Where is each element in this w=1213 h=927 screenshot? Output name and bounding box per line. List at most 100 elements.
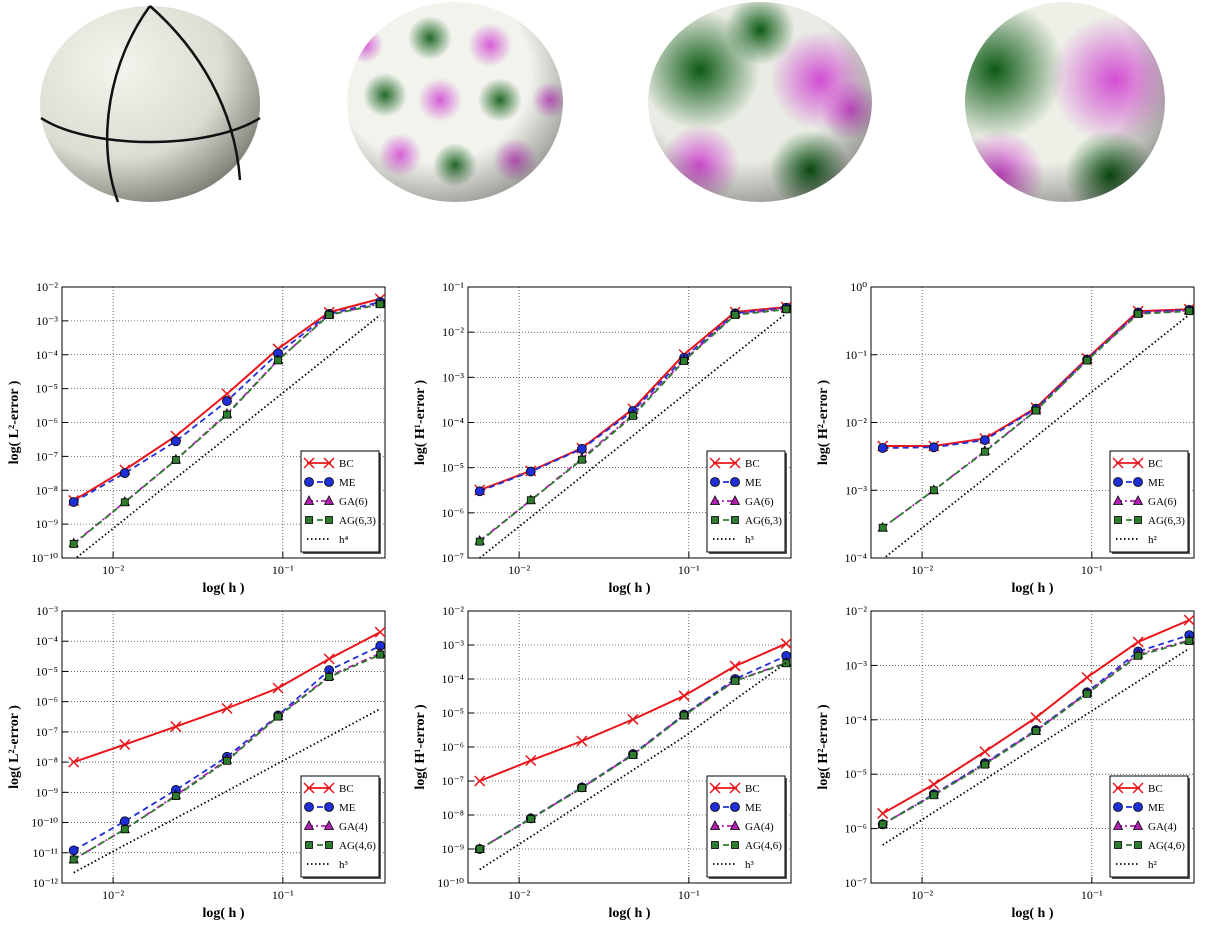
y-tick-label: 10⁻¹⁰ bbox=[31, 816, 58, 830]
y-tick-label: 10⁻³ bbox=[442, 370, 464, 384]
y-tick-label: 10⁻⁶ bbox=[844, 822, 867, 836]
marker bbox=[1083, 356, 1091, 365]
legend-label: GA(4) bbox=[745, 821, 774, 833]
y-tick-label: 10⁻⁴ bbox=[844, 551, 867, 565]
marker bbox=[323, 820, 335, 830]
marker bbox=[729, 820, 741, 830]
marker bbox=[709, 457, 721, 469]
y-tick-label: 10⁻⁷ bbox=[844, 876, 867, 890]
marker bbox=[272, 682, 284, 694]
marker bbox=[323, 457, 335, 469]
marker bbox=[376, 650, 385, 659]
plot-area bbox=[877, 303, 1194, 558]
marker bbox=[627, 713, 639, 725]
y-tick-label: 10⁻⁴ bbox=[441, 672, 464, 686]
legend-label: AG(6,3) bbox=[339, 515, 376, 527]
plot-area bbox=[474, 638, 791, 871]
series-line bbox=[479, 312, 787, 558]
marker bbox=[1132, 495, 1144, 505]
plot-frame bbox=[870, 610, 1195, 884]
series-line bbox=[882, 647, 1190, 846]
y-tick-label: 10⁻⁹ bbox=[441, 842, 464, 856]
marker bbox=[929, 791, 938, 800]
marker bbox=[374, 626, 385, 638]
marker bbox=[629, 411, 637, 420]
legend-label: GA(4) bbox=[1148, 821, 1177, 833]
y-tick-label: 10⁻⁷ bbox=[35, 449, 58, 463]
plot-frame bbox=[61, 610, 386, 884]
series-line bbox=[479, 642, 787, 782]
marker bbox=[120, 498, 129, 507]
chart: 10⁻⁷ 10⁻⁶ 10⁻⁵ 10⁻⁴ 10⁻³ 10⁻² 10⁻² 10⁻¹ log( h )… bbox=[816, 604, 1195, 921]
x-axis-label: log( h ) bbox=[203, 906, 245, 921]
marker bbox=[1112, 457, 1124, 469]
marker bbox=[223, 410, 231, 419]
y-tick-label: 10⁻⁷ bbox=[35, 725, 58, 739]
marker bbox=[1133, 802, 1143, 812]
legend-label: GA(6) bbox=[1148, 496, 1177, 508]
series-line bbox=[73, 631, 381, 764]
marker bbox=[1132, 457, 1144, 469]
marker bbox=[171, 456, 180, 464]
marker bbox=[325, 311, 334, 319]
marker bbox=[576, 444, 587, 454]
marker bbox=[709, 782, 721, 794]
plot-area bbox=[474, 301, 791, 558]
marker bbox=[120, 825, 129, 834]
marker bbox=[1134, 841, 1142, 849]
marker bbox=[119, 739, 131, 751]
y-tick-label: 10⁻⁵ bbox=[35, 664, 58, 678]
legend-label: BC bbox=[1148, 783, 1163, 795]
marker bbox=[731, 676, 740, 685]
y-axis-label: log( H¹-error ) bbox=[413, 704, 428, 790]
y-tick-label: 10⁻⁵ bbox=[35, 382, 58, 396]
marker bbox=[980, 760, 989, 769]
y-tick-label: 10⁻¹⁰ bbox=[31, 551, 58, 565]
marker bbox=[119, 468, 130, 479]
plot-frame bbox=[870, 286, 1195, 559]
series-line bbox=[882, 314, 1190, 558]
x-tick-label: 10⁻² bbox=[911, 563, 933, 577]
marker bbox=[222, 396, 232, 406]
marker bbox=[304, 477, 314, 487]
marker bbox=[1114, 841, 1122, 849]
y-tick-label: 10⁻³ bbox=[845, 658, 867, 672]
y-tick-label: 10⁻⁴ bbox=[441, 416, 464, 430]
marker bbox=[525, 754, 537, 767]
marker bbox=[577, 455, 586, 464]
chart: 10⁻⁷ 10⁻⁶ 10⁻⁵ 10⁻⁴ 10⁻³ 10⁻² 10⁻¹ 10⁻² 10⁻¹ log(… bbox=[413, 280, 792, 596]
marker bbox=[69, 855, 78, 864]
marker bbox=[1112, 820, 1124, 830]
marker bbox=[274, 356, 282, 365]
marker bbox=[221, 388, 233, 400]
legend: BC ME GA(6) AG(6,3) h⁴ bbox=[300, 450, 381, 554]
chart: 10⁻¹⁰ 10⁻⁹ 10⁻⁸ 10⁻⁷ 10⁻⁶ 10⁻⁵ 10⁻⁴ 10⁻³ 10⁻² 10⁻… bbox=[7, 280, 386, 596]
marker bbox=[1185, 637, 1194, 645]
marker bbox=[1113, 477, 1123, 487]
y-tick-label: 10⁻¹ bbox=[845, 348, 867, 362]
marker bbox=[878, 523, 887, 532]
marker bbox=[325, 841, 333, 849]
marker bbox=[731, 516, 739, 524]
series-line bbox=[74, 314, 381, 558]
marker bbox=[1134, 516, 1142, 524]
marker bbox=[221, 702, 233, 714]
marker bbox=[709, 820, 721, 830]
marker bbox=[929, 486, 938, 495]
marker bbox=[303, 495, 315, 505]
y-tick-label: 10⁻¹² bbox=[32, 876, 58, 890]
marker bbox=[709, 495, 721, 505]
legend-label: ME bbox=[339, 477, 356, 489]
chart: 10⁻¹² 10⁻¹¹ 10⁻¹⁰ 10⁻⁹ 10⁻⁸ 10⁻⁷ 10⁻⁶ 10⁻⁵ 10⁻⁴ 1… bbox=[7, 604, 386, 921]
series-line bbox=[882, 308, 1190, 447]
legend-label: BC bbox=[339, 783, 354, 795]
marker bbox=[525, 466, 536, 477]
y-tick-label: 10⁻³ bbox=[845, 483, 867, 497]
marker bbox=[305, 841, 313, 849]
marker bbox=[629, 751, 637, 759]
marker bbox=[376, 300, 385, 309]
y-tick-label: 10⁻⁵ bbox=[844, 767, 867, 781]
y-tick-label: 10⁻² bbox=[442, 604, 464, 618]
y-tick-label: 10⁻² bbox=[36, 280, 58, 294]
